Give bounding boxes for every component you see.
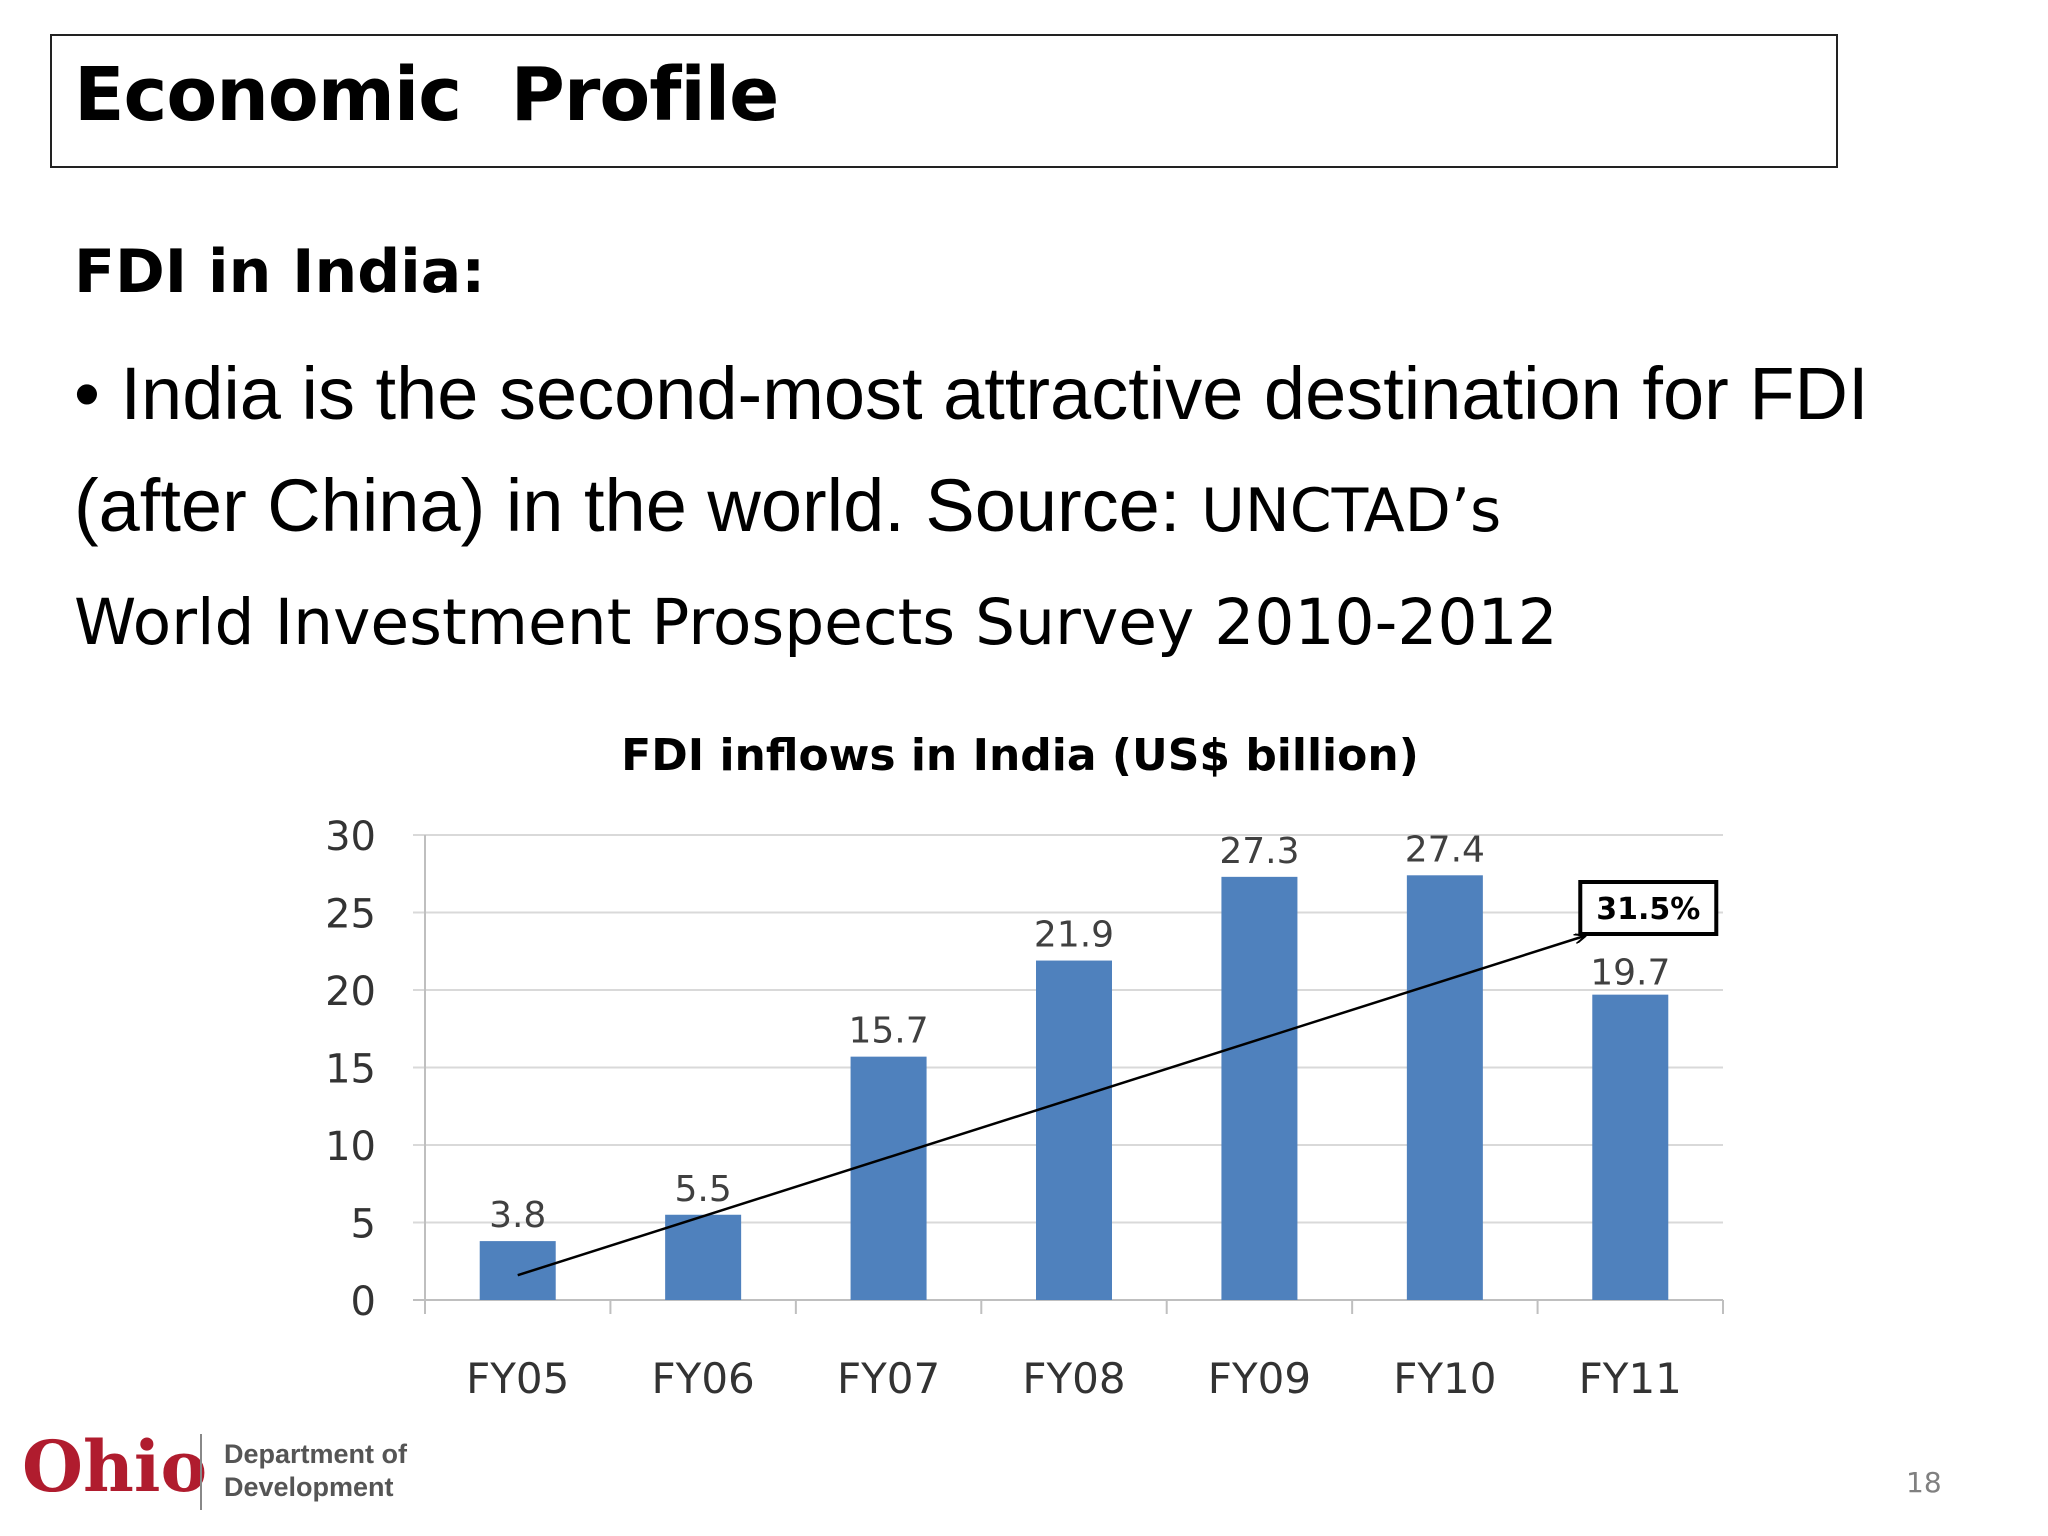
x-tick-label: FY05	[466, 1354, 569, 1403]
page-number: 18	[1906, 1466, 1942, 1499]
x-tick-label: FY06	[652, 1354, 755, 1403]
logo-dept-line2: Development	[224, 1472, 394, 1502]
bar-fy11	[1592, 994, 1669, 1300]
title-box: Economic Profile	[50, 34, 1838, 168]
data-label: 19.7	[1590, 953, 1670, 994]
section-heading: FDI in India:	[74, 237, 486, 307]
data-label: 27.4	[1405, 829, 1485, 870]
data-label: 21.9	[1034, 915, 1114, 956]
y-tick-label: 15	[325, 1047, 376, 1093]
y-tick-label: 0	[351, 1279, 376, 1325]
bar-fy10	[1406, 875, 1483, 1300]
logo-department-text: Department of Development	[224, 1438, 407, 1504]
bullet-source-line: World Investment Prospects Survey 2010-2…	[74, 586, 1558, 659]
x-tick-label: FY10	[1393, 1354, 1496, 1403]
y-tick-label: 30	[325, 814, 376, 860]
ohio-logo: Ohio Department of Development	[22, 1430, 442, 1520]
bullet-main-text: India is the second-most attractive dest…	[74, 352, 1869, 547]
y-tick-label: 20	[325, 969, 376, 1015]
x-tick-label: FY07	[837, 1354, 940, 1403]
data-label: 5.5	[675, 1169, 732, 1210]
chart-title: FDI inflows in India (US$ billion)	[621, 730, 1419, 781]
data-label: 3.8	[489, 1195, 546, 1236]
bar-fy07	[850, 1056, 927, 1300]
data-label: 27.3	[1219, 831, 1299, 872]
ohio-logo-wordmark: Ohio	[22, 1425, 208, 1508]
annotation-box	[1578, 880, 1719, 936]
x-tick-label: FY09	[1208, 1354, 1311, 1403]
bar-fy09	[1221, 876, 1298, 1300]
trend-arrow	[517, 936, 1586, 1277]
x-tick-label: FY11	[1579, 1354, 1682, 1403]
y-tick-label: 5	[351, 1202, 376, 1248]
bar-fy05	[479, 1241, 556, 1300]
data-label: 15.7	[848, 1011, 928, 1052]
bullet-source-tail: UNCTAD’s	[1200, 476, 1502, 546]
annotation-label: 31.5%	[1596, 892, 1700, 927]
fdi-bar-chart: FDI inflows in India (US$ billion) 0 5 10 15…	[325, 730, 1724, 1403]
slide-title: Economic Profile	[74, 52, 779, 138]
x-tick-label: FY08	[1022, 1354, 1125, 1403]
y-tick-label: 25	[325, 892, 376, 938]
bar-fy08	[1036, 960, 1112, 1300]
logo-divider	[200, 1434, 202, 1510]
bullet-paragraph: • India is the second-most attractive de…	[74, 338, 1974, 679]
y-tick-label: 10	[325, 1124, 376, 1170]
bar-fy06	[665, 1214, 742, 1300]
bullet-marker: •	[74, 352, 100, 435]
logo-dept-line1: Department of	[224, 1439, 408, 1469]
